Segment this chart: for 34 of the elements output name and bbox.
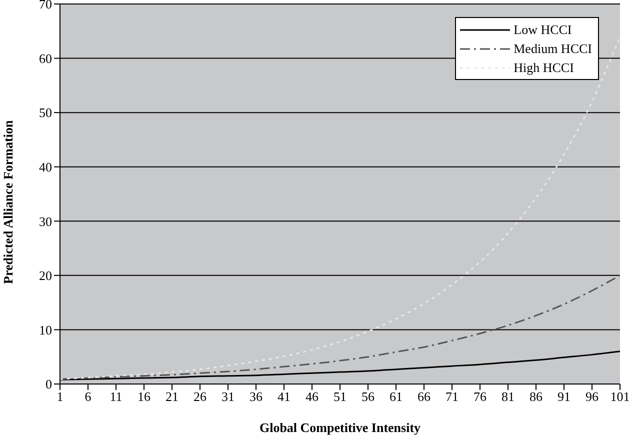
- y-axis-title: Predicted Alliance Formation: [0, 120, 16, 284]
- x-tick-label: 56: [362, 389, 375, 404]
- x-tick-label: 71: [446, 389, 458, 404]
- x-tick-label: 66: [418, 389, 431, 404]
- legend-label: High HCCI: [514, 59, 574, 77]
- y-tick-label: 0: [46, 376, 52, 392]
- x-tick-label: 51: [334, 389, 346, 404]
- y-tick-label: 30: [39, 214, 52, 229]
- y-tick-label: 20: [39, 268, 52, 284]
- x-tick-label: 1: [56, 389, 64, 404]
- x-tick-label: 31: [222, 389, 234, 404]
- x-tick-label: 76: [474, 389, 487, 404]
- x-tick-label: 36: [250, 389, 263, 404]
- y-tick-label: 70: [39, 0, 52, 12]
- x-tick-label: 21: [166, 389, 178, 404]
- legend-label: Low HCCI: [514, 21, 572, 39]
- x-tick-label: 61: [390, 389, 402, 404]
- y-tick-label: 10: [39, 322, 52, 338]
- legend-label: Medium HCCI: [514, 40, 592, 58]
- x-tick-label: 26: [194, 389, 207, 404]
- x-tick-label: 6: [84, 389, 92, 404]
- x-tick-label: 46: [306, 389, 319, 404]
- x-tick-label: 96: [586, 389, 599, 404]
- x-axis-title: Global Competitive Intensity: [259, 420, 422, 435]
- x-tick-label: 11: [110, 389, 122, 404]
- y-tick-label: 60: [39, 50, 52, 66]
- x-tick-label: 86: [530, 389, 543, 404]
- x-tick-label: 41: [278, 389, 290, 404]
- x-tick-label: 81: [502, 389, 514, 404]
- x-tick-label: 101: [610, 389, 630, 404]
- y-tick-label: 50: [39, 105, 52, 120]
- x-tick-label: 91: [558, 389, 570, 404]
- x-tick-label: 16: [138, 389, 151, 404]
- y-tick-label: 40: [39, 159, 52, 174]
